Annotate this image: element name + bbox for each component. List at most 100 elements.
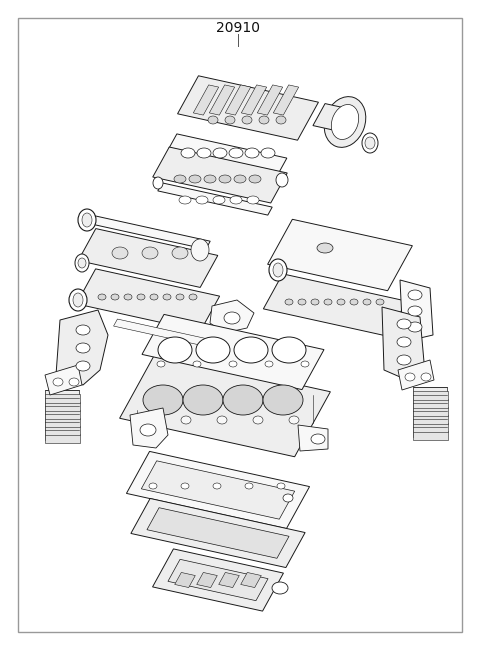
Polygon shape: [175, 573, 195, 588]
Ellipse shape: [140, 424, 156, 436]
Ellipse shape: [253, 416, 263, 424]
Ellipse shape: [247, 196, 259, 204]
Ellipse shape: [363, 299, 371, 305]
Ellipse shape: [273, 263, 283, 277]
Ellipse shape: [137, 294, 145, 300]
Ellipse shape: [317, 243, 333, 253]
Polygon shape: [45, 434, 80, 443]
Ellipse shape: [149, 483, 157, 489]
Ellipse shape: [263, 385, 303, 415]
Ellipse shape: [172, 247, 188, 259]
Ellipse shape: [365, 137, 375, 149]
Polygon shape: [225, 85, 251, 115]
Polygon shape: [56, 310, 108, 385]
Ellipse shape: [219, 175, 231, 183]
Polygon shape: [45, 426, 80, 434]
Ellipse shape: [69, 289, 87, 311]
Ellipse shape: [150, 294, 158, 300]
Ellipse shape: [408, 290, 422, 300]
Polygon shape: [114, 319, 213, 347]
Ellipse shape: [76, 343, 90, 353]
Ellipse shape: [245, 148, 259, 158]
Polygon shape: [130, 408, 168, 448]
Ellipse shape: [153, 177, 163, 189]
Ellipse shape: [208, 116, 218, 124]
Ellipse shape: [213, 483, 221, 489]
Polygon shape: [78, 228, 218, 287]
Ellipse shape: [174, 175, 186, 183]
Polygon shape: [45, 409, 80, 419]
Ellipse shape: [189, 175, 201, 183]
Ellipse shape: [75, 254, 89, 272]
Ellipse shape: [181, 148, 195, 158]
Ellipse shape: [405, 373, 415, 381]
Polygon shape: [45, 417, 80, 426]
Ellipse shape: [181, 483, 189, 489]
Ellipse shape: [217, 416, 227, 424]
Polygon shape: [197, 573, 217, 588]
Polygon shape: [268, 219, 412, 291]
Ellipse shape: [283, 494, 293, 502]
Ellipse shape: [324, 299, 332, 305]
Ellipse shape: [224, 312, 240, 324]
Polygon shape: [153, 549, 284, 611]
Ellipse shape: [301, 361, 309, 367]
Polygon shape: [240, 573, 261, 588]
Polygon shape: [241, 85, 267, 115]
Ellipse shape: [230, 196, 242, 204]
Ellipse shape: [408, 306, 422, 316]
Ellipse shape: [225, 116, 235, 124]
Ellipse shape: [242, 116, 252, 124]
Ellipse shape: [163, 294, 171, 300]
Ellipse shape: [324, 96, 366, 148]
Polygon shape: [131, 499, 305, 567]
Ellipse shape: [397, 319, 411, 329]
Polygon shape: [398, 360, 434, 390]
Ellipse shape: [272, 337, 306, 363]
Polygon shape: [264, 274, 407, 336]
Ellipse shape: [183, 385, 223, 415]
Ellipse shape: [76, 325, 90, 335]
Ellipse shape: [272, 582, 288, 594]
Ellipse shape: [204, 175, 216, 183]
Polygon shape: [413, 387, 447, 437]
Polygon shape: [400, 280, 433, 342]
Ellipse shape: [234, 175, 246, 183]
Ellipse shape: [189, 294, 197, 300]
Polygon shape: [142, 314, 324, 390]
Ellipse shape: [142, 247, 158, 259]
Ellipse shape: [408, 322, 422, 332]
Ellipse shape: [229, 148, 243, 158]
Ellipse shape: [69, 378, 79, 386]
Polygon shape: [219, 573, 240, 588]
Ellipse shape: [73, 293, 83, 307]
Polygon shape: [120, 353, 330, 457]
Polygon shape: [412, 430, 447, 440]
Ellipse shape: [223, 385, 263, 415]
Ellipse shape: [157, 361, 165, 367]
Ellipse shape: [337, 299, 345, 305]
Ellipse shape: [285, 299, 293, 305]
Ellipse shape: [350, 299, 358, 305]
Polygon shape: [45, 390, 79, 440]
Text: 20910: 20910: [216, 21, 260, 35]
Ellipse shape: [98, 294, 106, 300]
Ellipse shape: [124, 294, 132, 300]
Polygon shape: [86, 215, 210, 249]
Ellipse shape: [277, 483, 285, 489]
Ellipse shape: [179, 196, 191, 204]
Polygon shape: [45, 394, 80, 403]
Ellipse shape: [276, 116, 286, 124]
Ellipse shape: [289, 416, 299, 424]
Polygon shape: [141, 461, 295, 519]
Ellipse shape: [196, 337, 230, 363]
Ellipse shape: [145, 416, 155, 424]
Ellipse shape: [111, 294, 119, 300]
Ellipse shape: [176, 294, 184, 300]
Polygon shape: [298, 425, 328, 451]
Ellipse shape: [421, 373, 431, 381]
Ellipse shape: [397, 337, 411, 347]
Ellipse shape: [213, 148, 227, 158]
Ellipse shape: [311, 434, 325, 444]
Polygon shape: [147, 508, 289, 558]
